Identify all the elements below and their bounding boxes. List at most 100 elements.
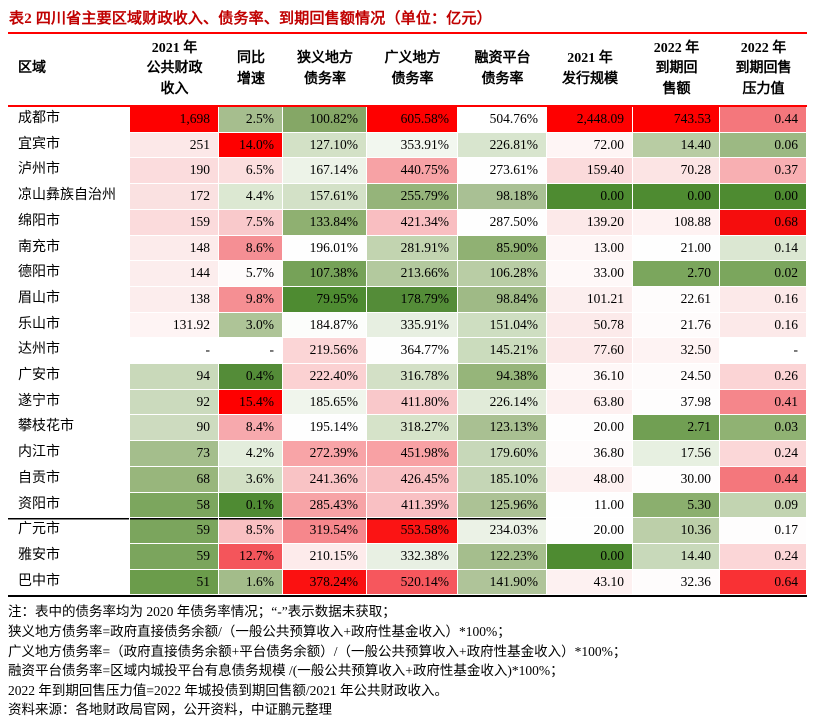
- value-cell: 6.5%: [219, 158, 283, 185]
- value-cell: 0.09: [720, 492, 807, 519]
- value-cell: 0.44: [720, 107, 807, 133]
- value-cell: 92: [130, 389, 219, 416]
- table-row: 内江市 73 4.2% 272.39% 451.98% 179.60% 36.80 17.56…: [8, 441, 807, 467]
- value-cell: 138: [130, 286, 219, 313]
- value-cell: 0.16: [720, 286, 807, 313]
- value-cell: 106.28%: [458, 261, 547, 287]
- table-notes: 注：表中的债务率均为 2020 年债务率情况；“-”表示数据未获取； 狭义地方债…: [8, 602, 807, 717]
- region-cell: 雅安市: [8, 543, 130, 570]
- value-cell: 2,448.09: [547, 107, 633, 133]
- value-cell: 157.61%: [283, 184, 367, 210]
- value-cell: 32.50: [633, 338, 720, 365]
- table-row: 自贡市 68 3.6% 241.36% 426.45% 185.10% 48.00 30.00…: [8, 466, 807, 493]
- value-cell: 2.70: [633, 261, 720, 287]
- value-cell: 127.10%: [283, 132, 367, 159]
- value-cell: 32.36: [633, 569, 720, 596]
- value-cell: 108.88: [633, 209, 720, 236]
- fiscal-data-table: 区域 2021 年 公共财政 收入 同比 增速 狭义地方 债务率 广义地方 债务…: [8, 34, 807, 598]
- value-cell: 272.39%: [283, 441, 367, 467]
- note-source: 资料来源：各地财政局官网，公开资料，中证鹏元整理: [8, 702, 332, 717]
- value-cell: 12.7%: [219, 543, 283, 570]
- value-cell: 21.76: [633, 312, 720, 339]
- value-cell: 70.28: [633, 158, 720, 185]
- value-cell: 335.91%: [367, 312, 458, 339]
- value-cell: 107.38%: [283, 261, 367, 287]
- value-cell: 148: [130, 235, 219, 262]
- value-cell: 63.80: [547, 389, 633, 416]
- table-row: 广元市 59 8.5% 319.54% 553.58% 234.03% 20.00 10.36…: [8, 518, 807, 544]
- header-2022-pressure: 2022 年 到期回售 压力值: [720, 34, 807, 107]
- region-cell: 自贡市: [8, 466, 130, 493]
- value-cell: 0.00: [720, 184, 807, 210]
- value-cell: 123.13%: [458, 415, 547, 442]
- value-cell: 520.14%: [367, 569, 458, 596]
- value-cell: 7.5%: [219, 209, 283, 236]
- value-cell: -: [720, 338, 807, 365]
- value-cell: 451.98%: [367, 441, 458, 467]
- value-cell: 185.65%: [283, 389, 367, 416]
- value-cell: 0.41: [720, 389, 807, 416]
- value-cell: 59: [130, 518, 219, 544]
- region-cell: 巴中市: [8, 569, 130, 596]
- table-row: 凉山彝族自治州 172 4.4% 157.61% 255.79% 98.18% 0.00 0.…: [8, 184, 807, 210]
- value-cell: 59: [130, 543, 219, 570]
- header-row: 区域 2021 年 公共财政 收入 同比 增速 狭义地方 债务率 广义地方 债务…: [8, 34, 807, 107]
- value-cell: 73: [130, 441, 219, 467]
- header-2022-maturity: 2022 年 到期回 售额: [633, 34, 720, 107]
- value-cell: 411.80%: [367, 389, 458, 416]
- value-cell: 0.1%: [219, 492, 283, 519]
- header-region: 区域: [8, 34, 130, 107]
- region-cell: 泸州市: [8, 158, 130, 185]
- value-cell: 743.53: [633, 107, 720, 133]
- value-cell: 185.10%: [458, 466, 547, 493]
- value-cell: 17.56: [633, 441, 720, 467]
- note-line: 广义地方债务率=（政府直接债务余额+平台债务余额）/（一般公共预算收入+政府性基…: [8, 643, 627, 659]
- value-cell: 172: [130, 184, 219, 210]
- region-cell: 达州市: [8, 338, 130, 365]
- value-cell: 0.24: [720, 543, 807, 570]
- value-cell: 0.68: [720, 209, 807, 236]
- region-cell: 成都市: [8, 107, 130, 133]
- table-title: 表2 四川省主要区域财政收入、债务率、到期回售额情况（单位：亿元）: [8, 0, 807, 34]
- value-cell: 0.64: [720, 569, 807, 596]
- value-cell: 0.00: [547, 543, 633, 570]
- value-cell: 319.54%: [283, 518, 367, 544]
- table-row: 绵阳市 159 7.5% 133.84% 421.34% 287.50% 139.20 108…: [8, 209, 807, 236]
- value-cell: 255.79%: [367, 184, 458, 210]
- value-cell: 139.20: [547, 209, 633, 236]
- value-cell: 0.00: [633, 184, 720, 210]
- value-cell: 195.14%: [283, 415, 367, 442]
- note-line: 注：表中的债务率均为 2020 年债务率情况；“-”表示数据未获取；: [8, 604, 396, 620]
- table-header: 区域 2021 年 公共财政 收入 同比 增速 狭义地方 债务率 广义地方 债务…: [8, 34, 807, 107]
- value-cell: 94.38%: [458, 364, 547, 390]
- value-cell: 0.37: [720, 158, 807, 185]
- region-cell: 乐山市: [8, 312, 130, 339]
- value-cell: -: [219, 338, 283, 365]
- value-cell: 241.36%: [283, 466, 367, 493]
- region-cell: 内江市: [8, 441, 130, 467]
- value-cell: 77.60: [547, 338, 633, 365]
- value-cell: 285.43%: [283, 492, 367, 519]
- value-cell: 421.34%: [367, 209, 458, 236]
- table-row: 泸州市 190 6.5% 167.14% 440.75% 273.61% 159.40 70.…: [8, 158, 807, 185]
- value-cell: 0.17: [720, 518, 807, 544]
- value-cell: 1,698: [130, 107, 219, 133]
- value-cell: 0.24: [720, 441, 807, 467]
- region-cell: 凉山彝族自治州: [8, 184, 130, 210]
- value-cell: 222.40%: [283, 364, 367, 390]
- value-cell: 318.27%: [367, 415, 458, 442]
- table-body: 成都市 1,698 2.5% 100.82% 605.58% 504.76% 2,448.0…: [8, 107, 807, 596]
- value-cell: 98.84%: [458, 286, 547, 313]
- value-cell: 178.79%: [367, 286, 458, 313]
- region-cell: 遂宁市: [8, 389, 130, 416]
- value-cell: 14.40: [633, 543, 720, 570]
- value-cell: 0.03: [720, 415, 807, 442]
- table-row: 眉山市 138 9.8% 79.95% 178.79% 98.84% 101.21 22.61…: [8, 286, 807, 313]
- value-cell: 605.58%: [367, 107, 458, 133]
- value-cell: 9.8%: [219, 286, 283, 313]
- value-cell: 179.60%: [458, 441, 547, 467]
- table-row: 宜宾市 251 14.0% 127.10% 353.91% 226.81% 72.00 14.…: [8, 132, 807, 159]
- table-row: 乐山市 131.92 3.0% 184.87% 335.91% 151.04% 50.78 2…: [8, 312, 807, 339]
- value-cell: 24.50: [633, 364, 720, 390]
- value-cell: 131.92: [130, 312, 219, 339]
